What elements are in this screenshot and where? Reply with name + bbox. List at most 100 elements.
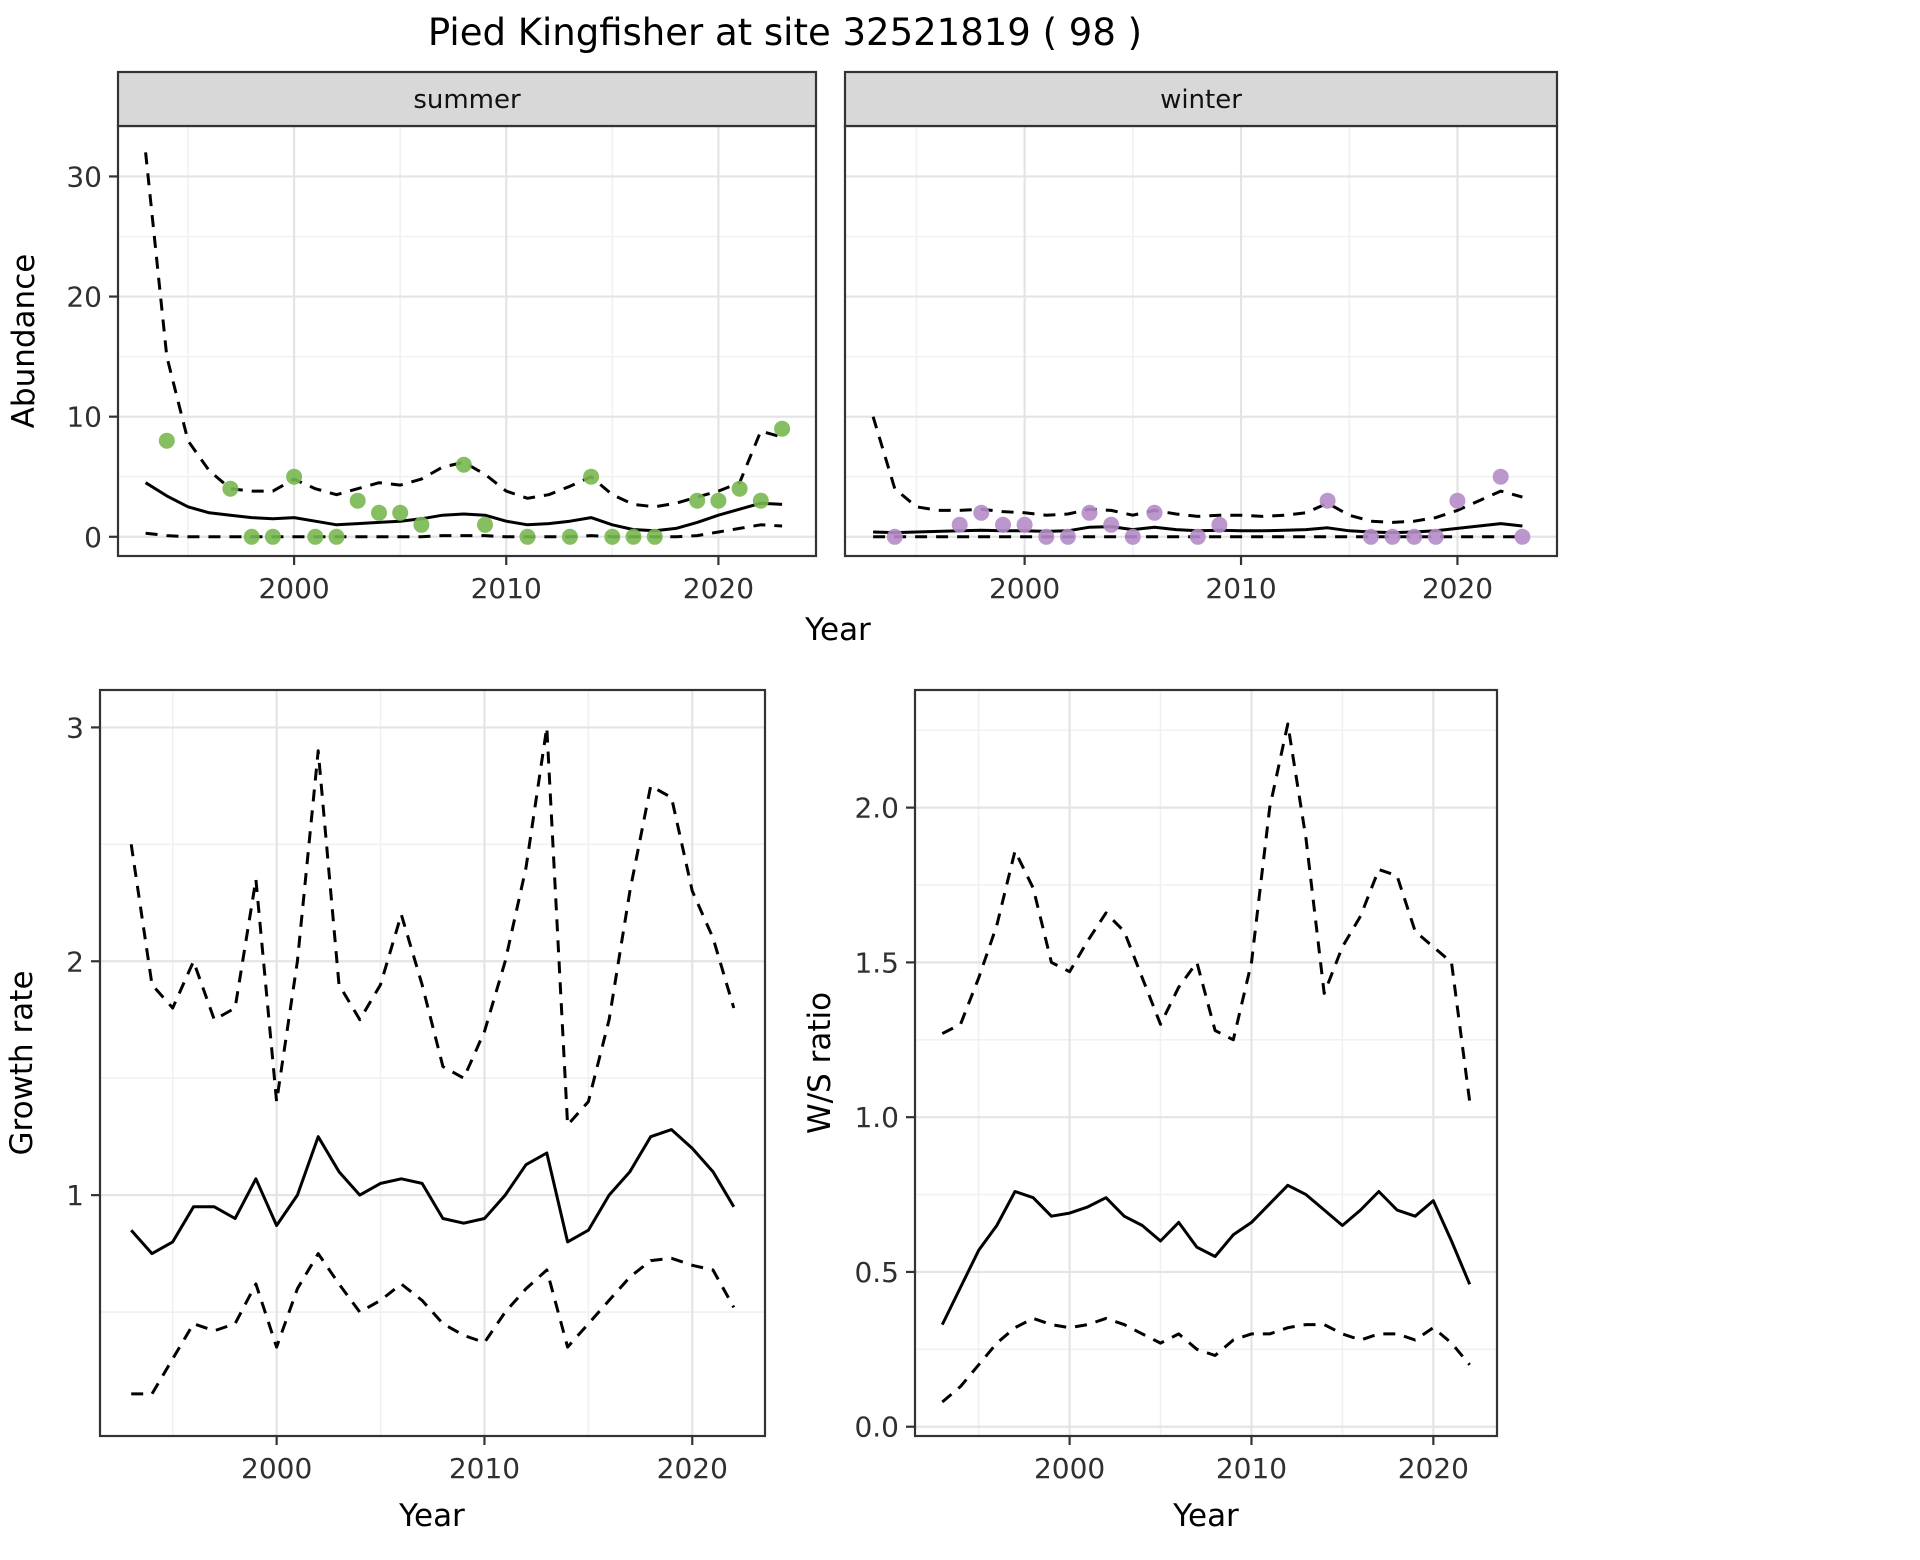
- ws_ratio-panel-bg: [915, 690, 1497, 1436]
- abundance-x-axis-title: Year: [804, 612, 871, 648]
- x-tick-label: 2000: [989, 572, 1060, 605]
- abundance_winter-facet-label: winter: [1160, 85, 1242, 115]
- abundance_summer-observation-point: [413, 516, 430, 533]
- abundance_summer-panel-bg: [118, 126, 816, 556]
- ws_ratio-fit-line: [940, 1183, 1472, 1326]
- abundance_winter-observation-point: [1449, 492, 1466, 509]
- x-tick-label: 2020: [1398, 1452, 1469, 1485]
- abundance_summer-observation-point: [222, 480, 239, 497]
- growth_rate-fit-line: [130, 1128, 736, 1256]
- y-tick-label: 20: [66, 281, 102, 314]
- abundance_winter-panel-bg: [845, 126, 1557, 556]
- x-tick-label: 2000: [258, 572, 329, 605]
- growth_rate-panel-border: [98, 688, 767, 1438]
- bottom-row: 2000 2010 2020 1 2 3 Year Growth rate 2000 2010 2…: [0, 664, 1570, 1560]
- growth_rate-gridlines: [100, 690, 765, 1436]
- y-tick-label: 1.5: [854, 946, 899, 979]
- abundance_winter-observation-point: [1081, 504, 1098, 521]
- y-tick-label: 30: [66, 160, 102, 193]
- abundance_summer-observation-point: [625, 528, 642, 545]
- growth_rate-panel: 2000 2010 2020 1 2 3: [66, 688, 767, 1485]
- abundance_summer-observation-point: [774, 420, 791, 437]
- y-tick-label: 0.5: [854, 1256, 899, 1289]
- abundance_summer-observation-point: [371, 504, 387, 521]
- x-tick-label: 2010: [1205, 572, 1276, 605]
- abundance_summer-observation-point: [519, 528, 536, 545]
- abundance_winter-observation-point: [1059, 528, 1076, 545]
- abundance_winter-observation-point: [995, 516, 1011, 533]
- abundance_summer-observation-point: [561, 528, 578, 545]
- abundance_winter-observation-point: [1362, 528, 1379, 545]
- abundance_summer-observation-point: [158, 432, 175, 449]
- x-tick-label: 2020: [1422, 572, 1493, 605]
- y-tick-label: 1.0: [854, 1101, 899, 1134]
- abundance_summer-observation-point: [477, 516, 493, 533]
- y-tick-label: 0: [84, 521, 102, 554]
- abundance_summer-gridlines: [118, 126, 816, 556]
- abundance_summer-observation-point: [752, 492, 769, 509]
- abundance_winter-observation-point: [1146, 504, 1163, 521]
- abundance_summer-observation-point: [604, 528, 621, 545]
- figure: Pied Kingfisher at site 32521819 ( 98 ) …: [0, 11, 1570, 1560]
- abundance_winter-observation-point: [1406, 528, 1423, 545]
- abundance_summer-observation-point: [328, 528, 345, 545]
- abundance_winter-observation-point: [1124, 528, 1141, 545]
- x-tick-label: 2010: [471, 572, 542, 605]
- abundance_summer-observation-point: [243, 528, 260, 545]
- abundance_summer-observation-point: [689, 492, 706, 509]
- growth_rate-upper_ci-line: [129, 725, 736, 1127]
- abundance_summer-fit-line: [144, 481, 783, 533]
- abundance_summer-observation-point: [710, 492, 727, 509]
- abundance_winter-facet-strip: [843, 70, 1559, 128]
- abundance_winter-observation-point: [1016, 516, 1033, 533]
- x-tick-label: 2010: [1216, 1452, 1287, 1485]
- abundance_winter-observation-point: [951, 516, 968, 533]
- abundance_summer-observation-point: [307, 528, 324, 545]
- abundance-y-axis-title: Abundance: [6, 254, 42, 429]
- ws_ratio-upper_ci-line: [941, 722, 1472, 1102]
- abundance_winter-observation-point: [1038, 528, 1055, 545]
- ws-ratio-chart: 2000 2010 2020 0.0 0.5 1.0 1.5 2.0 Year W/S ratio: [802, 688, 1499, 1534]
- x-tick-label: 2000: [1034, 1452, 1105, 1485]
- growth-rate-chart: 2000 2010 2020 1 2 3 Year Growth rate: [4, 688, 767, 1534]
- abundance_winter-observation-point: [1319, 492, 1336, 509]
- abundance_summer-points: [158, 420, 791, 545]
- abundance_summer-observation-point: [455, 456, 472, 473]
- growth_rate-panel-bg: [100, 690, 765, 1436]
- abundance_winter-observation-point: [1211, 516, 1228, 533]
- abundance_winter-points: [886, 468, 1531, 545]
- y-tick-label: 1: [66, 1179, 84, 1212]
- abundance_winter-observation-point: [1514, 528, 1531, 545]
- abundance_winter-observation-point: [886, 528, 903, 545]
- y-tick-label: 3: [66, 711, 84, 744]
- abundance_summer-observation-point: [349, 492, 366, 509]
- abundance_winter-observation-point: [1427, 528, 1444, 545]
- abundance_summer-facet-label: summer: [413, 85, 521, 115]
- figure-title: Pied Kingfisher at site 32521819 ( 98 ): [427, 11, 1143, 54]
- y-tick-label: 0.0: [854, 1411, 899, 1444]
- abundance_summer-observation-point: [731, 480, 748, 497]
- abundance_summer-observation-point: [583, 468, 600, 485]
- abundance_winter-observation-point: [1492, 468, 1509, 485]
- ws-y-axis-title: W/S ratio: [802, 992, 838, 1134]
- x-tick-label: 2000: [241, 1452, 312, 1485]
- y-tick-label: 2: [66, 945, 84, 978]
- abundance_winter-observation-point: [1189, 528, 1206, 545]
- abundance_winter-panel: winter 2000 2010 2020: [843, 70, 1559, 605]
- abundance_summer-panel: summer 2000 2010 2020 0 10 20 30: [66, 70, 818, 605]
- abundance_summer-observation-point: [392, 504, 409, 521]
- ws_ratio-panel-border: [913, 688, 1499, 1438]
- growth-x-axis-title: Year: [398, 1498, 465, 1534]
- abundance_winter-observation-point: [973, 504, 990, 521]
- abundance_summer-observation-point: [646, 528, 663, 545]
- x-tick-label: 2020: [683, 572, 754, 605]
- ws-x-axis-title: Year: [1172, 1498, 1239, 1534]
- abundance_summer-upper_ci-line: [144, 152, 783, 509]
- ws_ratio-panel: 2000 2010 2020 0.0 0.5 1.0 1.5 2.0: [854, 688, 1499, 1485]
- abundance-facet-chart: summer 2000 2010 2020 0 10 20 30 winter 2000 2010 2…: [6, 70, 1559, 648]
- x-tick-label: 2010: [449, 1452, 520, 1485]
- abundance_winter-observation-point: [1384, 528, 1401, 545]
- abundance_summer-observation-point: [286, 468, 303, 485]
- y-tick-label: 10: [66, 401, 102, 434]
- growth-y-axis-title: Growth rate: [4, 970, 40, 1155]
